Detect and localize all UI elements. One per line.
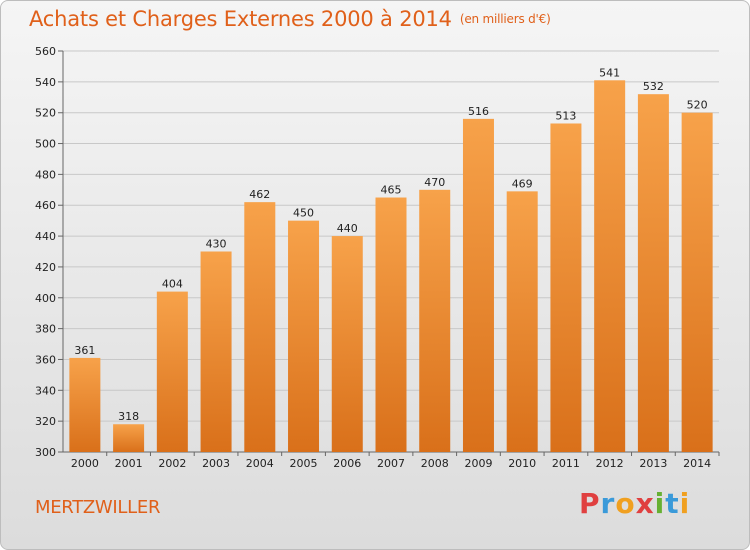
y-tick-label: 420 [35,261,56,274]
bar [637,94,669,452]
data-label: 361 [74,344,95,357]
y-tick-label: 400 [35,292,56,305]
chart-subtitle: (en milliers d'€) [459,12,551,26]
x-tick-label: 2007 [377,457,405,470]
bar [506,191,538,452]
data-label: 462 [249,188,270,201]
data-label: 541 [599,66,620,79]
chart-title: Achats et Charges Externes 2000 à 2014 (e… [29,7,551,31]
y-tick-label: 500 [35,138,56,151]
bar [113,424,145,452]
y-tick-label: 320 [35,415,56,428]
proxiti-logo[interactable]: Proxiti [579,487,690,520]
logo-letter: x [635,487,655,520]
x-tick-label: 2009 [464,457,492,470]
data-label: 513 [555,109,576,122]
x-tick-label: 2012 [596,457,624,470]
data-label: 465 [381,184,402,197]
logo-letter: o [615,487,636,520]
logo-letter: r [600,487,616,520]
logo-letter: i [654,487,666,520]
x-tick-label: 2001 [115,457,143,470]
y-tick-label: 300 [35,446,56,459]
bars [69,80,713,453]
bar [594,80,626,453]
y-tick-label: 460 [35,199,56,212]
x-tick-label: 2014 [683,457,711,470]
data-label: 516 [468,105,489,118]
x-tick-label: 2004 [246,457,274,470]
bar [331,236,363,452]
city-name: MERTZWILLER [35,497,161,518]
data-label: 532 [643,80,664,93]
y-tick-label: 360 [35,353,56,366]
data-label: 450 [293,207,314,220]
data-labels: 361 318 404 430 462 450 440 465 470 516 469 513 541 5… [74,66,707,423]
x-tick-label: 2000 [71,457,99,470]
bar [550,123,582,452]
bar [419,189,451,453]
bar [156,291,188,452]
x-tick-labels: 2000 2001 2002 2003 2004 2005 2006 2007 2008 2009… [71,452,720,470]
bar [375,197,407,452]
data-label: 520 [687,99,708,112]
data-label: 470 [424,176,445,189]
x-tick-label: 2006 [333,457,361,470]
bar [69,357,101,452]
x-tick-label: 2003 [202,457,230,470]
x-tick-label: 2002 [158,457,186,470]
y-tick-label: 340 [35,384,56,397]
y-tick-label: 520 [35,107,56,120]
bar [288,220,320,452]
x-tick-label: 2008 [421,457,449,470]
logo-letter: i [679,487,691,520]
x-tick-label: 2011 [552,457,580,470]
bar [244,202,276,452]
bar [200,251,232,452]
logo-letter: P [579,487,601,520]
y-tick-labels: 300 320 340 360 380 400 420 440 460 480 500 520 540 5… [35,45,56,459]
data-label: 404 [162,278,183,291]
y-tick-label: 440 [35,230,56,243]
x-tick-label: 2005 [290,457,318,470]
data-label: 430 [206,238,227,251]
x-tick-label: 2013 [639,457,667,470]
y-tick-label: 560 [35,45,56,58]
chart-title-text: Achats et Charges Externes 2000 à 2014 [29,7,452,31]
bar [462,118,494,452]
y-tick-label: 480 [35,168,56,181]
data-label: 469 [512,177,533,190]
data-label: 318 [118,410,139,423]
bar [681,112,713,452]
logo-letter: t [665,487,680,520]
x-tick-label: 2010 [508,457,536,470]
y-tick-label: 540 [35,76,56,89]
y-tick-label: 380 [35,323,56,336]
data-label: 440 [337,222,358,235]
